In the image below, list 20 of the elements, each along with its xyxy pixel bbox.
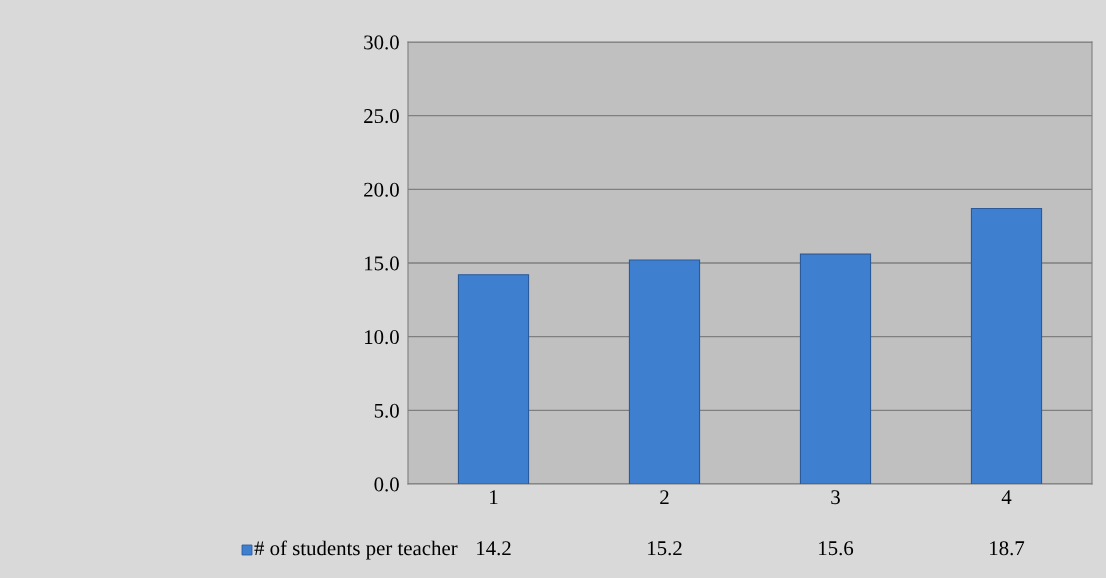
y-tick-label: 15.0	[365, 256, 399, 271]
bar	[628, 259, 701, 484]
bar	[799, 253, 872, 484]
x-tick-label: 4	[1001, 490, 1012, 505]
x-tick-label: 1	[490, 490, 498, 505]
data-label: 15.6	[819, 541, 854, 556]
data-label: 18.7	[990, 541, 1025, 556]
legend-label: # of students per teacher	[254, 540, 458, 560]
x-tick-label: 3	[831, 490, 840, 505]
bar	[970, 207, 1043, 484]
data-label: 15.2	[648, 541, 682, 556]
x-tick-label: 2	[660, 490, 669, 505]
y-tick-label: 20.0	[364, 182, 399, 197]
y-tick-label: 30.0	[364, 35, 399, 50]
y-tick-label: 10.0	[365, 330, 399, 345]
data-label: 14.2	[477, 541, 511, 556]
y-tick-label: 0.0	[374, 477, 399, 492]
y-tick-label: 5.0	[374, 403, 399, 418]
y-tick-label: 25.0	[364, 109, 399, 124]
bar	[457, 274, 530, 484]
